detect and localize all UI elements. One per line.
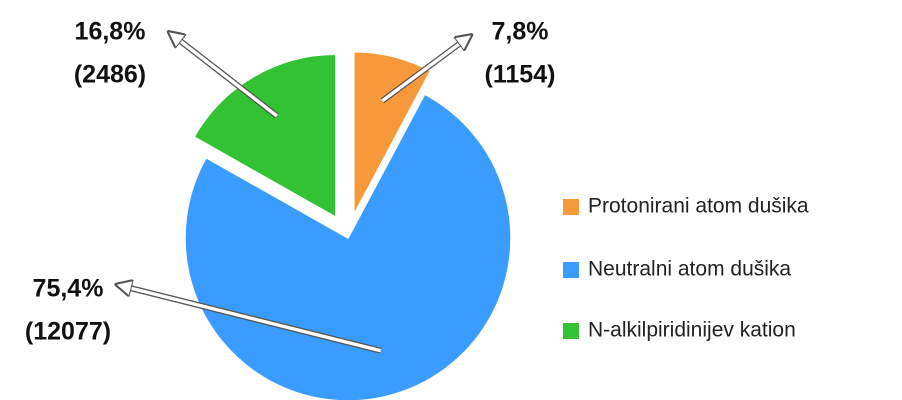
count-label: (12077) [25,318,111,346]
legend-swatch [563,199,579,215]
label-arrow [381,36,470,103]
label-arrow [118,285,382,353]
legend-swatch [563,323,579,339]
label-arrow [170,33,278,118]
legend-label: Protonirani atom dušika [588,195,809,218]
value-label: 7,8% [492,18,549,46]
value-label: 75,4% [33,275,104,303]
legend-label: Neutralni atom dušika [588,258,791,281]
pie-slice [193,53,337,219]
pie-slice [353,50,432,216]
legend-swatch [563,262,579,278]
legend-label: N-alkilpiridinijev kation [588,319,796,342]
count-label: (2486) [74,61,146,89]
count-label: (1154) [485,61,556,89]
value-label: 16,8% [75,18,146,46]
